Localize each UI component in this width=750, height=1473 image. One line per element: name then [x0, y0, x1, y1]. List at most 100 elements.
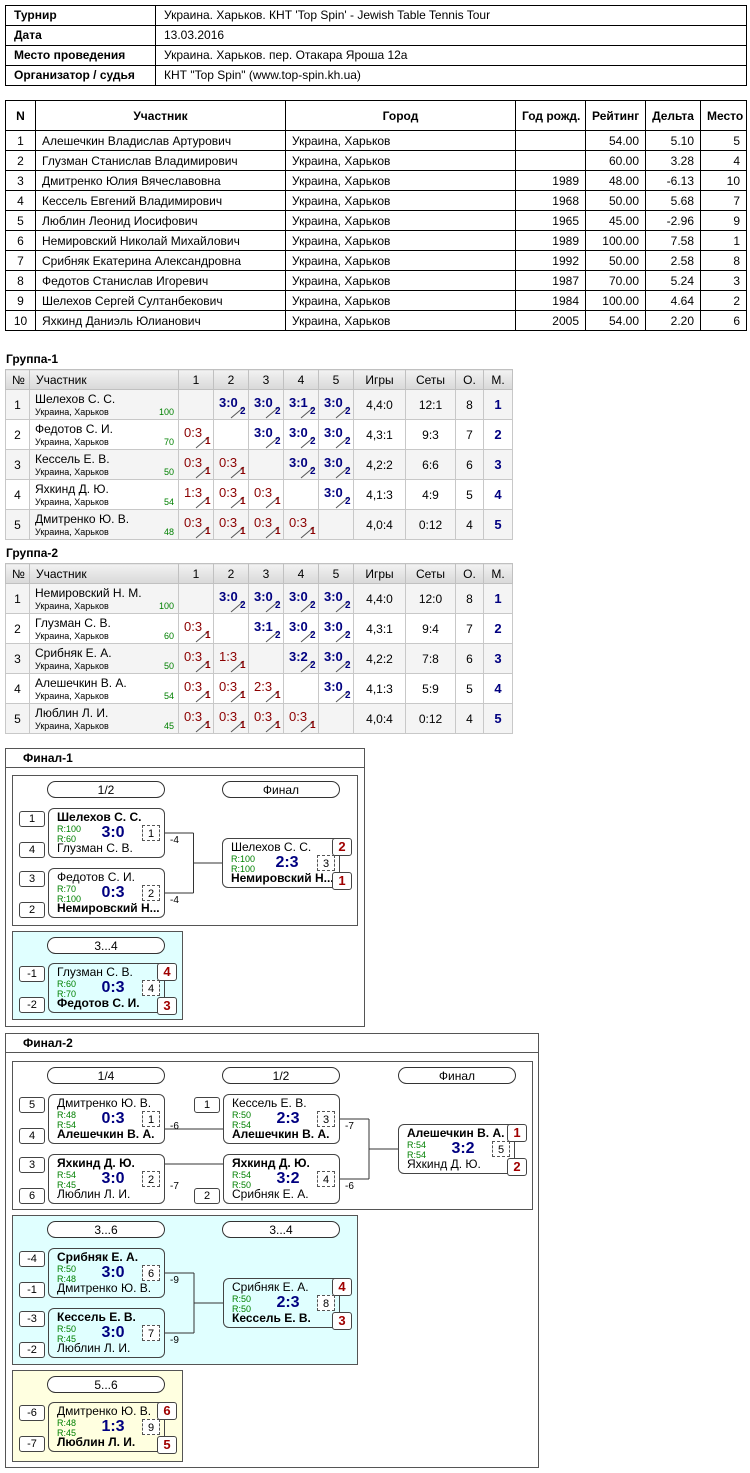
player-name: Кессель Е. В.: [57, 1310, 136, 1324]
result-score: 0:3: [254, 515, 273, 530]
result-cell: 3:0 2: [283, 613, 319, 644]
slash: [195, 526, 210, 539]
player-rating: R:48: [57, 1418, 77, 1428]
sets: 9:4: [405, 613, 456, 644]
match-score: 3:2: [276, 1170, 300, 1187]
cell: Украина, Харьков: [285, 210, 516, 231]
cell: 3: [700, 270, 747, 291]
result-score: 3:0: [219, 395, 238, 410]
header-cell: №: [5, 369, 30, 390]
result-points: 2: [275, 630, 281, 641]
loser-to: -4: [170, 895, 179, 906]
match-score: 3:0: [101, 824, 125, 841]
slash-line: [265, 496, 280, 509]
header-cell: Игры: [353, 369, 406, 390]
player-cell: Алешечкин В. А. Украина, Харьков 54: [29, 673, 179, 704]
info-value: Украина. Харьков. КНТ 'Top Spin' - Jewis…: [155, 5, 747, 26]
slash: [335, 600, 350, 613]
player-name: Алешечкин В. А.: [35, 676, 127, 690]
result-cell: 0:3 1: [283, 703, 319, 734]
result-cell: 0:3 1: [178, 509, 214, 540]
seed: 3: [19, 871, 45, 887]
info-row: Организатор / судья КНТ "Top Spin" (www.t…: [5, 65, 747, 86]
match-box: [48, 868, 165, 918]
games: 4,3:1: [353, 419, 406, 450]
player-city: Украина, Харьков: [35, 437, 109, 447]
result-score: 3:0: [289, 589, 308, 604]
player-name: Шелехов С. С.: [57, 810, 142, 824]
cell: Люблин Леонид Иосифович: [35, 210, 286, 231]
seed: 4: [19, 1128, 45, 1144]
result-points: 2: [310, 660, 316, 671]
row-number: 2: [5, 613, 30, 644]
row-number: 5: [5, 509, 30, 540]
player-name: Немировский Н. М.: [35, 586, 142, 600]
result-cell: 0:3 1: [248, 509, 284, 540]
player-rating: R:100: [231, 864, 256, 874]
points: 4: [455, 703, 484, 734]
slash-line: [300, 526, 315, 539]
player-name: Кессель Е. В.: [232, 1096, 307, 1110]
slash: [230, 690, 245, 703]
slash-line: [230, 660, 245, 673]
games: 4,4:0: [353, 583, 406, 614]
place: 2: [483, 613, 513, 644]
player-name: Алешечкин В. А.: [407, 1126, 505, 1140]
cell: 1987: [515, 270, 586, 291]
seed: -7: [19, 1436, 45, 1452]
cell: Срибняк Екатерина Александровна: [35, 250, 286, 271]
slash: [335, 630, 350, 643]
result-score: 1:3: [219, 649, 238, 664]
info-label: Дата: [5, 25, 156, 46]
final-place: 1: [507, 1124, 527, 1142]
player-rating: R:45: [57, 1334, 77, 1344]
result-score: 1:3: [184, 485, 203, 500]
result-points: 1: [205, 466, 211, 477]
result-points: 2: [275, 406, 281, 417]
result-score: 3:0: [254, 425, 273, 440]
place: 1: [483, 389, 513, 420]
result-points: 2: [345, 406, 351, 417]
header-cell: Участник: [29, 369, 179, 390]
slash: [300, 436, 315, 449]
player-name: Федотов С. И.: [35, 422, 113, 436]
cell: 5: [5, 210, 36, 231]
result-score: 0:3: [219, 485, 238, 500]
slash: [335, 690, 350, 703]
result-score: 3:0: [254, 395, 273, 410]
match-score: 0:3: [101, 884, 125, 901]
result-cell: 3:0 2: [248, 419, 284, 450]
player-name: Срибняк Е. А.: [57, 1250, 139, 1264]
header-cell: Участник: [29, 563, 179, 584]
cell: 2005: [515, 310, 586, 331]
match-number: 1: [142, 825, 160, 841]
group-row: 3 Кессель Е. В. Украина, Харьков 50 0:3 1 0:3 1…: [5, 449, 513, 480]
slash: [230, 720, 245, 733]
result-score: 0:3: [219, 709, 238, 724]
header-cell: Игры: [353, 563, 406, 584]
seed: -1: [19, 966, 45, 982]
result-points: 1: [310, 526, 316, 537]
cell: 1968: [515, 190, 586, 211]
bracket-section: [12, 1061, 533, 1210]
row-number: 4: [5, 673, 30, 704]
match-box: [48, 1154, 165, 1204]
result-points: 1: [240, 690, 246, 701]
row-number: 3: [5, 643, 30, 674]
slash-line: [265, 436, 280, 449]
slash: [265, 496, 280, 509]
place: 3: [483, 643, 513, 674]
result-cell: [248, 449, 284, 480]
result-points: 2: [345, 496, 351, 507]
slash: [335, 436, 350, 449]
slash-line: [335, 600, 350, 613]
slash: [195, 496, 210, 509]
match-number: 2: [142, 1171, 160, 1187]
slash-line: [335, 436, 350, 449]
result-points: 2: [310, 436, 316, 447]
player-city: Украина, Харьков: [35, 497, 109, 507]
place: 5: [483, 703, 513, 734]
games: 4,1:3: [353, 673, 406, 704]
match-score: 3:2: [451, 1140, 475, 1157]
match-box: [48, 1094, 165, 1144]
